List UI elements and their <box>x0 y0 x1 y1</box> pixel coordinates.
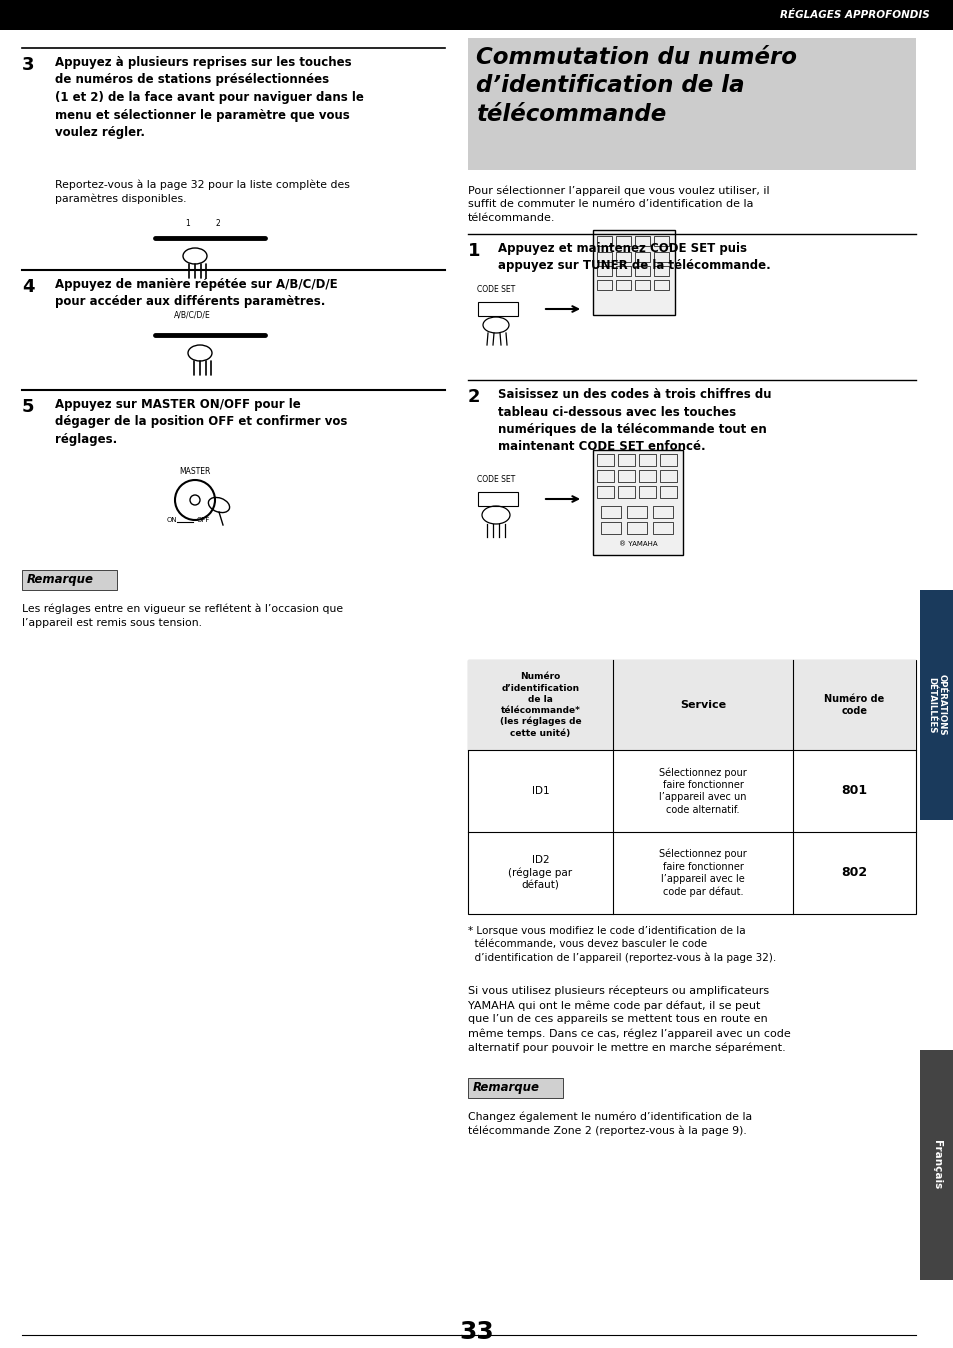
Bar <box>593 450 682 555</box>
Bar <box>616 236 630 245</box>
Bar <box>659 487 677 497</box>
Bar <box>616 252 630 262</box>
Text: Saisissez un des codes à trois chiffres du
tableau ci-dessous avec les touches
n: Saisissez un des codes à trois chiffres … <box>497 388 771 453</box>
Bar <box>659 454 677 466</box>
Bar <box>616 266 630 276</box>
Text: Sélectionnez pour
faire fonctionner
l’appareil avec le
code par défaut.: Sélectionnez pour faire fonctionner l’ap… <box>659 849 746 898</box>
Text: ID2
(réglage par
défaut): ID2 (réglage par défaut) <box>508 855 572 891</box>
Text: Appuyez de manière répétée sur A/B/C/D/E
pour accéder aux différents paramètres.: Appuyez de manière répétée sur A/B/C/D/E… <box>55 278 337 309</box>
Text: ® YAMAHA: ® YAMAHA <box>618 541 657 547</box>
Bar <box>635 252 649 262</box>
Text: Appuyez à plusieurs reprises sur les touches
de numéros de stations présélection: Appuyez à plusieurs reprises sur les tou… <box>55 57 363 139</box>
Bar <box>600 506 620 518</box>
Bar <box>652 506 672 518</box>
Text: Si vous utilisez plusieurs récepteurs ou amplificateurs
YAMAHA qui ont le même c: Si vous utilisez plusieurs récepteurs ou… <box>468 985 790 1053</box>
Bar <box>597 454 614 466</box>
Bar <box>597 470 614 483</box>
Bar <box>652 522 672 534</box>
Text: Appuyez et maintenez CODE SET puis
appuyez sur TUNER de la télécommande.: Appuyez et maintenez CODE SET puis appuy… <box>497 243 770 272</box>
Bar <box>654 236 668 245</box>
Text: Numéro de
code: Numéro de code <box>823 694 883 716</box>
Bar <box>654 280 668 290</box>
Text: RÉGLAGES APPROFONDIS: RÉGLAGES APPROFONDIS <box>780 9 929 20</box>
Text: ON: ON <box>167 518 177 523</box>
Bar <box>616 280 630 290</box>
Bar <box>597 266 612 276</box>
Bar <box>468 38 915 170</box>
Bar <box>639 487 656 497</box>
Text: * Lorsque vous modifiez le code d’identification de la
  télécommande, vous deve: * Lorsque vous modifiez le code d’identi… <box>468 926 776 962</box>
Text: Français: Français <box>931 1140 941 1190</box>
Text: 1: 1 <box>186 218 191 228</box>
Text: Changez également le numéro d’identification de la
télécommande Zone 2 (reportez: Changez également le numéro d’identifica… <box>468 1112 751 1136</box>
Bar <box>639 470 656 483</box>
Bar <box>639 454 656 466</box>
Text: Service: Service <box>679 700 725 710</box>
Bar <box>618 487 635 497</box>
Bar <box>654 266 668 276</box>
Text: Les réglages entre en vigueur se reflétent à l’occasion que
l’appareil est remis: Les réglages entre en vigueur se refléte… <box>22 604 343 628</box>
Text: Commutation du numéro
d’identification de la
télécommande: Commutation du numéro d’identification d… <box>476 46 796 125</box>
Text: MASTER: MASTER <box>179 466 211 476</box>
Bar <box>597 236 612 245</box>
Text: CODE SET: CODE SET <box>476 474 515 484</box>
Text: OFF: OFF <box>196 518 211 523</box>
Text: Appuyez sur MASTER ON/OFF pour le
dégager de la position OFF et confirmer vos
ré: Appuyez sur MASTER ON/OFF pour le dégage… <box>55 398 347 446</box>
Bar <box>659 470 677 483</box>
Text: 801: 801 <box>841 785 866 798</box>
Bar <box>468 661 915 749</box>
Bar <box>919 1050 953 1281</box>
Text: 4: 4 <box>22 278 34 297</box>
Text: A/B/C/D/E: A/B/C/D/E <box>173 310 211 319</box>
Text: Remarque: Remarque <box>473 1081 539 1095</box>
Bar <box>635 280 649 290</box>
Text: 3: 3 <box>22 57 34 74</box>
Bar <box>626 506 646 518</box>
Bar <box>654 252 668 262</box>
Bar <box>468 1078 562 1099</box>
Bar <box>635 266 649 276</box>
Text: ID1: ID1 <box>531 786 549 797</box>
Text: Sélectionnez pour
faire fonctionner
l’appareil avec un
code alternatif.: Sélectionnez pour faire fonctionner l’ap… <box>659 767 746 814</box>
Text: Pour sélectionner l’appareil que vous voulez utiliser, il
suffit de commuter le : Pour sélectionner l’appareil que vous vo… <box>468 185 769 222</box>
Text: 802: 802 <box>841 867 866 879</box>
Bar <box>635 236 649 245</box>
Text: 2: 2 <box>468 388 480 406</box>
Bar <box>597 487 614 497</box>
Bar <box>597 252 612 262</box>
Text: Remarque: Remarque <box>27 573 94 586</box>
Bar <box>477 492 517 506</box>
Text: Numéro
d’identification
de la
télécommande*
(les réglages de
cette unité): Numéro d’identification de la télécomman… <box>499 673 580 737</box>
Text: Reportez-vous à la page 32 pour la liste complète des
paramètres disponibles.: Reportez-vous à la page 32 pour la liste… <box>55 181 350 205</box>
Bar <box>919 590 953 820</box>
Text: 33: 33 <box>459 1320 494 1344</box>
Bar <box>477 302 517 315</box>
Text: 5: 5 <box>22 398 34 417</box>
Bar <box>0 0 953 30</box>
Bar <box>618 470 635 483</box>
Text: OPÉRATIONS
DÉTAILLÉES: OPÉRATIONS DÉTAILLÉES <box>926 674 945 736</box>
Bar <box>600 522 620 534</box>
Text: 2: 2 <box>215 218 220 228</box>
Bar <box>626 522 646 534</box>
Bar <box>618 454 635 466</box>
Bar <box>597 280 612 290</box>
Bar <box>468 661 915 914</box>
Text: 1: 1 <box>468 243 480 260</box>
Bar <box>593 231 675 315</box>
Bar <box>22 570 117 590</box>
Text: CODE SET: CODE SET <box>476 284 515 294</box>
